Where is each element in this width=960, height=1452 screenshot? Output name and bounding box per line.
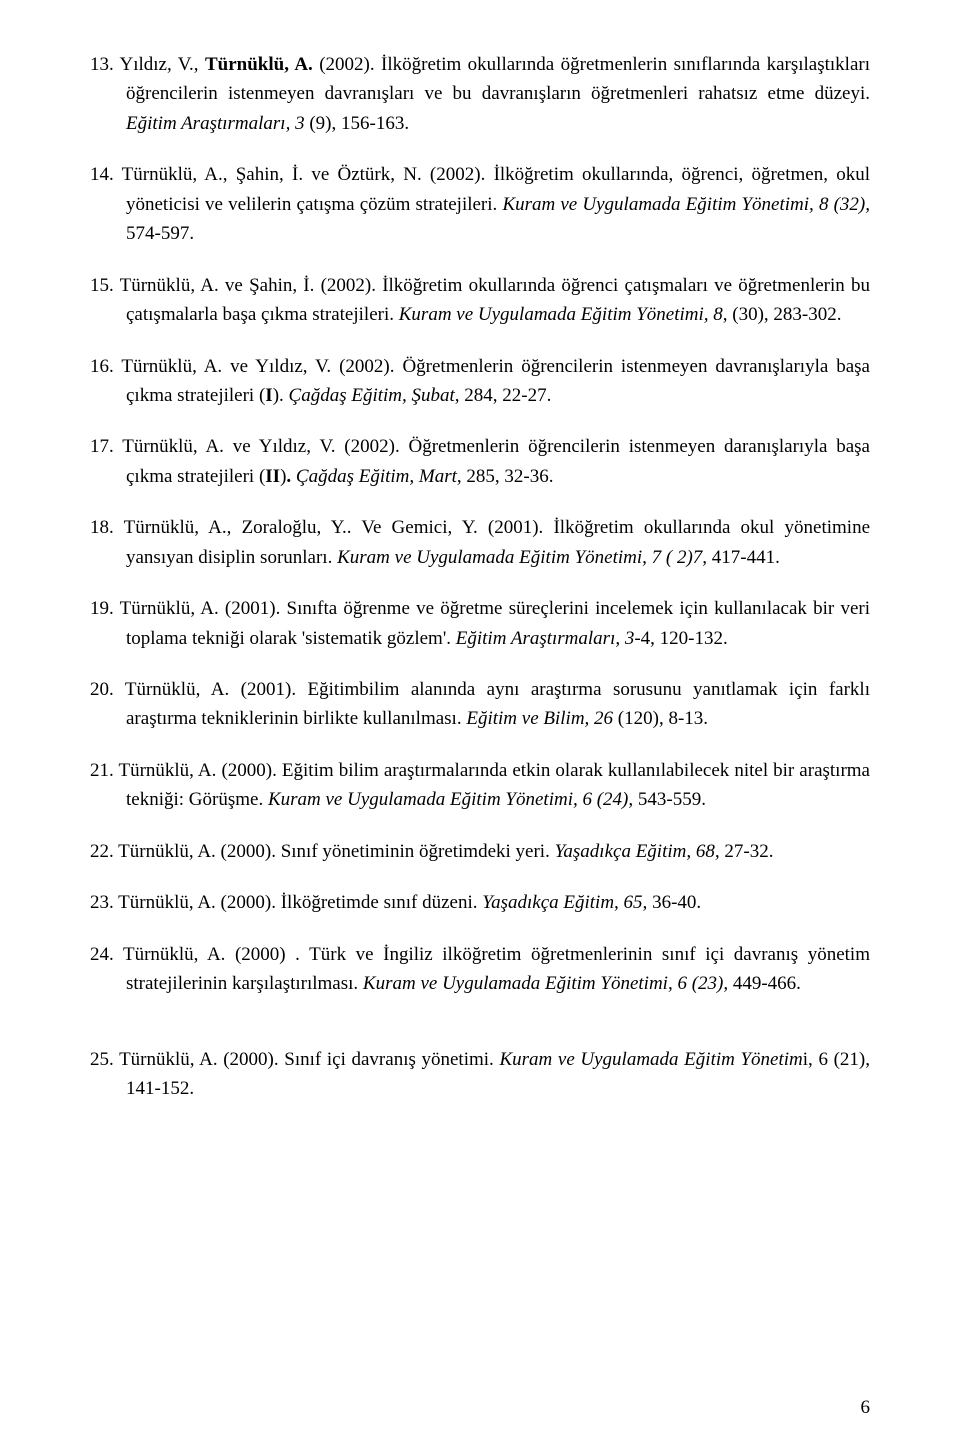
page-number: 6	[861, 1393, 871, 1422]
plain-text: Türnüklü, A. (2000). Sınıf yönetiminin ö…	[118, 841, 554, 862]
reference-item: Türnüklü, A., Zoraloğlu, Y.. Ve Gemici, …	[90, 513, 870, 572]
italic-text: Yaşadıkça Eğitim, 65,	[482, 892, 652, 913]
reference-item: Türnüklü, A. (2000). İlköğretimde sınıf …	[90, 888, 870, 917]
reference-item: Türnüklü, A. (2000) . Türk ve İngiliz il…	[90, 940, 870, 999]
reference-list: Yıldız, V., Türnüklü, A. (2002). İlköğre…	[90, 50, 870, 1103]
plain-text: 36-40.	[652, 892, 701, 913]
plain-text: -4, 120-132.	[634, 628, 727, 649]
bold-text: I	[265, 385, 272, 406]
plain-text: 574-597.	[126, 223, 194, 244]
reference-item: Yıldız, V., Türnüklü, A. (2002). İlköğre…	[90, 50, 870, 138]
plain-text: ).	[273, 385, 289, 406]
italic-text: Eğitim Araştırmaları, 3	[126, 113, 309, 134]
italic-text: Kuram ve Uygulamada Eğitim Yönetimi, 8	[399, 304, 723, 325]
reference-item: Türnüklü, A., Şahin, İ. ve Öztürk, N. (2…	[90, 160, 870, 248]
plain-text: 27-32.	[724, 841, 773, 862]
italic-text: Çağdaş Eğitim, Mart	[296, 466, 457, 487]
plain-text: (120), 8-13.	[618, 708, 708, 729]
reference-item: Türnüklü, A. ve Yıldız, V. (2002). Öğret…	[90, 432, 870, 491]
plain-text: , 284, 22-27.	[455, 385, 552, 406]
plain-text: , 285, 32-36.	[457, 466, 554, 487]
reference-item: Türnüklü, A. (2001). Eğitimbilim alanınd…	[90, 675, 870, 734]
reference-item: Türnüklü, A. (2000). Sınıf yönetiminin ö…	[90, 837, 870, 866]
italic-text: Yaşadıkça Eğitim, 68,	[555, 841, 725, 862]
italic-text: Kuram ve Uygulamada Eğitim Yönetimi, 8 (…	[502, 194, 870, 215]
bold-text: Türnüklü, A.	[205, 54, 313, 75]
bold-text: .	[286, 466, 296, 487]
italic-text: Eğitim Araştırmaları, 3	[456, 628, 635, 649]
plain-text: Yıldız, V.,	[119, 54, 205, 75]
reference-item: Türnüklü, A. (2001). Sınıfta öğrenme ve …	[90, 594, 870, 653]
plain-text: (9), 156-163.	[309, 113, 409, 134]
reference-item: Türnüklü, A. ve Şahin, İ. (2002). İlköğr…	[90, 271, 870, 330]
page: Yıldız, V., Türnüklü, A. (2002). İlköğre…	[0, 0, 960, 1452]
bold-text: II	[265, 466, 280, 487]
italic-text: Kuram ve Uygulamada Eğitim Yönetimi, 6 (…	[268, 789, 638, 810]
plain-text: 417-441.	[712, 547, 780, 568]
plain-text: Türnüklü, A. (2000). İlköğretimde sınıf …	[118, 892, 482, 913]
italic-text: Kuram ve Uygulamada Eğitim Yönetimi, 7 (…	[337, 547, 712, 568]
italic-text: Çağdaş Eğitim, Şubat	[289, 385, 455, 406]
reference-item: Türnüklü, A. (2000). Eğitim bilim araştı…	[90, 756, 870, 815]
italic-text: Kuram ve Uygulamada Eğitim Yönetimi, 6 (…	[363, 973, 733, 994]
reference-item: Türnüklü, A. (2000). Sınıf içi davranış …	[90, 1045, 870, 1104]
plain-text: 449-466.	[733, 973, 801, 994]
italic-text: Eğitim ve Bilim, 26	[466, 708, 617, 729]
plain-text: Türnüklü, A. (2000). Sınıf içi davranış …	[119, 1049, 499, 1070]
plain-text: 543-559.	[638, 789, 706, 810]
italic-text: Kuram ve Uygulamada Eğitim Yönetim	[499, 1049, 802, 1070]
plain-text: , (30), 283-302.	[723, 304, 842, 325]
reference-item: Türnüklü, A. ve Yıldız, V. (2002). Öğret…	[90, 352, 870, 411]
